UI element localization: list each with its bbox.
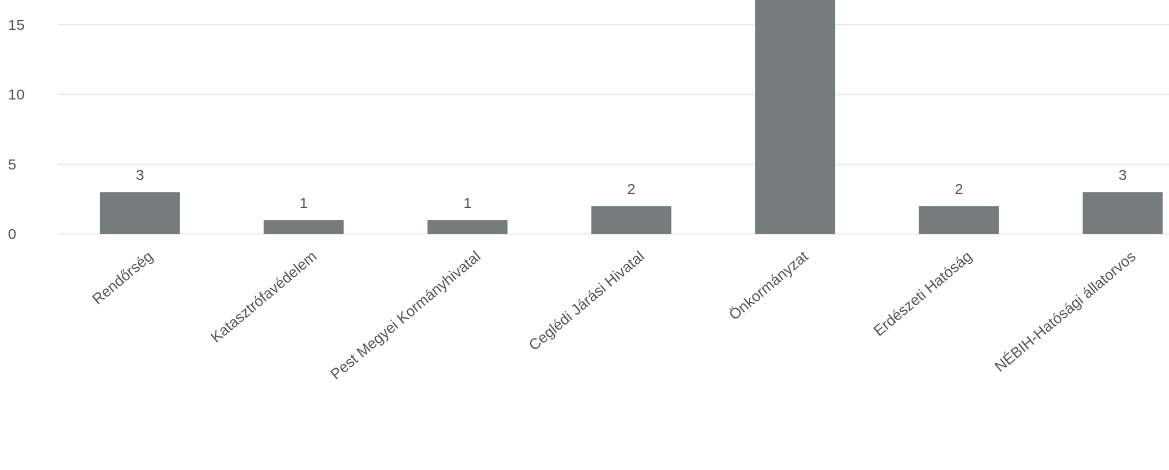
data-label-1: 3 [136, 167, 144, 184]
bar-3 [427, 220, 508, 234]
bars [99, 0, 1163, 234]
data-labels: 3 1 1 2 2 3 [136, 167, 1127, 212]
data-label-3: 1 [463, 195, 471, 212]
y-tick-label-5: 5 [8, 156, 16, 173]
data-label-7: 3 [1119, 167, 1127, 184]
category-label-6: Erdészeti Hatóság [871, 248, 976, 340]
y-tick-label-15: 15 [8, 17, 25, 34]
category-label-3: Pest Megyei Kormányhivatal [328, 248, 485, 383]
category-label-5: Önkormányzat [725, 247, 812, 324]
bar-7 [1082, 192, 1163, 234]
gridlines [58, 24, 1169, 235]
x-axis-category-labels: Rendőrség Katasztrófavédelem Pest Megyei K… [89, 247, 1139, 384]
bar-5 [755, 0, 836, 234]
bar-4 [591, 206, 672, 234]
category-label-7: NÉBIH-Hatósági állatorvos [992, 248, 1140, 376]
category-label-4: Ceglédi Járási Hivatal [526, 248, 648, 354]
data-label-6: 2 [955, 181, 963, 198]
y-axis-ticks: 0 5 10 15 [8, 17, 25, 243]
bar-6 [918, 206, 999, 234]
data-label-4: 2 [627, 181, 635, 198]
bar-2 [263, 220, 344, 234]
y-tick-label-0: 0 [8, 226, 16, 243]
category-label-2: Katasztrófavédelem [208, 248, 320, 346]
y-tick-label-10: 10 [8, 87, 25, 104]
bar-1 [99, 192, 180, 234]
data-label-2: 1 [300, 195, 308, 212]
category-label-1: Rendőrség [89, 248, 156, 308]
